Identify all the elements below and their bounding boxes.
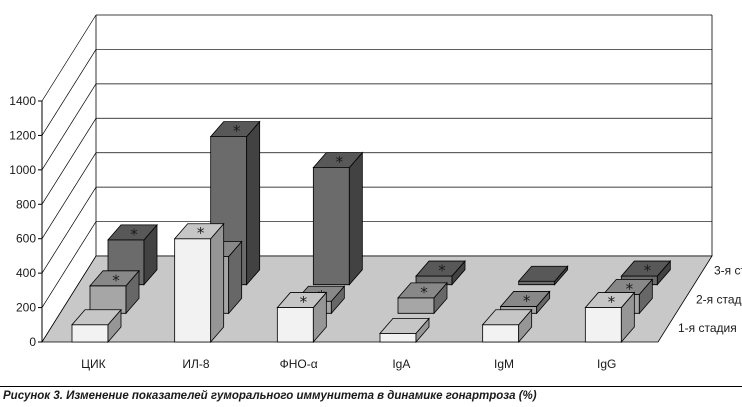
bar-front (397, 297, 435, 314)
caption-divider (0, 386, 742, 387)
side-gridline (41, 221, 97, 308)
bar-front (312, 167, 350, 286)
y-tick-label: 800 (16, 197, 36, 211)
significance-star: * (523, 292, 531, 310)
bar-top (107, 224, 158, 241)
significance-star: * (300, 293, 308, 311)
side-gridline (41, 152, 97, 239)
y-tick-label: 1200 (9, 128, 36, 142)
chart: ************** 0200400600800100012001400… (9, 14, 742, 371)
side-gridline (41, 186, 97, 274)
category-label: IgM (494, 357, 514, 371)
y-axis: 0 200 400 600 800 1000 1200 1400 (9, 94, 43, 349)
bar-front (584, 307, 622, 343)
category-label: ИЛ-8 (182, 357, 209, 371)
bar-front (276, 307, 314, 343)
significance-star: * (233, 122, 241, 140)
bar-front (518, 280, 556, 286)
series-axis: 1-я стадия 2-я стадия 3-я стадия (678, 264, 742, 335)
category-label: ЦИК (81, 357, 106, 371)
significance-star: * (626, 280, 634, 298)
series-label: 1-я стадия (678, 321, 737, 335)
category-axis: ЦИК ИЛ-8 ФНО-α IgA IgM IgG (81, 357, 616, 371)
side-gridline (41, 118, 97, 205)
y-tick-label: 200 (16, 301, 36, 315)
side-gridline (41, 83, 97, 171)
y-tick-label: 1000 (9, 163, 36, 177)
bar-top (312, 152, 364, 169)
bar-front (71, 324, 109, 343)
bar-top (89, 270, 140, 287)
bar-top (209, 121, 261, 138)
bar-front (89, 285, 127, 314)
bars: ************** (71, 120, 672, 344)
bar-front (482, 324, 520, 343)
bar-top (620, 260, 672, 277)
series-label: 2-я стадия (696, 292, 742, 306)
y-tick-label: 1400 (9, 94, 36, 108)
significance-star: * (130, 225, 138, 243)
significance-star: * (644, 262, 652, 280)
bar-top (379, 317, 430, 334)
category-label: ФНО-α (280, 357, 318, 371)
bar-top (517, 265, 569, 282)
bar-top (397, 282, 448, 299)
bar-side (348, 151, 363, 286)
bar-side (246, 120, 261, 286)
bar-top (481, 309, 533, 326)
significance-star: * (336, 153, 344, 171)
bar-top (499, 291, 551, 307)
significance-star: * (112, 271, 120, 289)
bar-front (174, 238, 212, 343)
bar-top (415, 260, 466, 277)
category-label: IgA (392, 357, 410, 371)
significance-star: * (608, 293, 616, 311)
side-gridline (41, 14, 97, 102)
side-gridline (41, 49, 97, 136)
bar-top (584, 292, 636, 308)
bar-top (276, 292, 328, 308)
significance-star: * (197, 224, 205, 242)
bar-side (210, 222, 225, 344)
y-tick-label: 400 (16, 266, 36, 280)
bar-front (379, 332, 417, 343)
significance-star: * (420, 283, 428, 301)
bar-top (71, 309, 122, 326)
back-wall (41, 14, 713, 343)
y-tick-label: 600 (16, 232, 36, 246)
figure-caption: Рисунок 3. Изменение показателей гуморал… (3, 390, 537, 402)
category-label: IgG (597, 357, 616, 371)
significance-star: * (438, 262, 446, 280)
bar-top (173, 223, 225, 240)
y-tick-label: 0 (29, 335, 36, 349)
series-label: 3-я стадия (714, 264, 742, 278)
